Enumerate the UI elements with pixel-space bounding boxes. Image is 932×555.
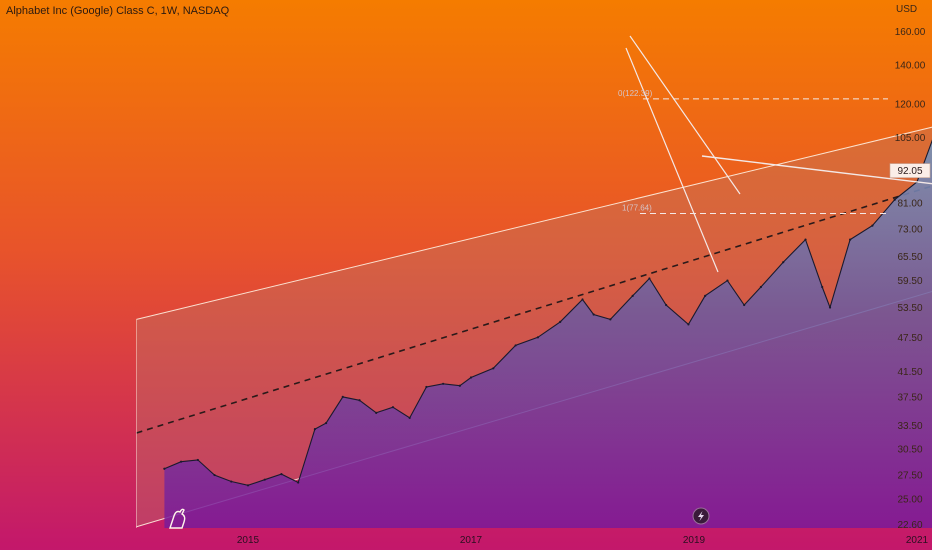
- price-point: [492, 367, 494, 369]
- fib-level-label: 1(77.64): [622, 204, 652, 213]
- time-tick-label: 2021: [906, 535, 929, 546]
- fib-level-label: 0(122.39): [618, 89, 653, 98]
- price-tick-label: 105.00: [895, 133, 926, 144]
- price-point: [314, 428, 316, 430]
- price-point: [515, 344, 517, 346]
- time-tick-label: 2017: [460, 535, 483, 546]
- time-tick-label: 2019: [683, 535, 706, 546]
- price-tick-label: 59.50: [897, 276, 922, 287]
- price-tick-label: 33.50: [897, 421, 922, 432]
- price-point: [213, 474, 215, 476]
- price-point: [559, 321, 561, 323]
- price-tick-label: 140.00: [895, 60, 926, 71]
- price-point: [342, 396, 344, 398]
- price-point: [648, 277, 650, 279]
- price-point: [264, 479, 266, 481]
- symbol-title: Alphabet Inc (Google) Class C, 1W, NASDA…: [6, 5, 229, 17]
- price-tick-label: 47.50: [897, 333, 922, 344]
- price-tick-label: 27.50: [897, 471, 922, 482]
- price-point: [163, 468, 165, 470]
- price-point: [581, 298, 583, 300]
- price-point: [325, 422, 327, 424]
- price-tick-label: 37.50: [897, 392, 922, 403]
- price-point: [760, 286, 762, 288]
- price-point: [459, 385, 461, 387]
- price-tick-label: 53.50: [897, 303, 922, 314]
- price-tick-label: 30.50: [897, 444, 922, 455]
- price-point: [470, 376, 472, 378]
- price-tick-label: 81.00: [897, 198, 922, 209]
- price-point: [687, 323, 689, 325]
- currency-label: USD: [896, 4, 917, 15]
- price-point: [247, 484, 249, 486]
- price-point: [704, 295, 706, 297]
- price-point: [609, 318, 611, 320]
- price-point: [593, 313, 595, 315]
- price-point: [665, 304, 667, 306]
- price-point: [197, 459, 199, 461]
- price-point: [782, 261, 784, 263]
- price-point: [180, 461, 182, 463]
- price-point: [871, 225, 873, 227]
- price-point: [392, 406, 394, 408]
- price-point: [230, 480, 232, 482]
- price-point: [297, 481, 299, 483]
- price-point: [632, 295, 634, 297]
- price-point: [726, 279, 728, 281]
- price-tick-label: 160.00: [895, 27, 926, 38]
- price-point: [743, 304, 745, 306]
- price-point: [894, 199, 896, 201]
- time-axis[interactable]: 201520172019202120232025Mar: [0, 529, 932, 550]
- price-point: [375, 412, 377, 414]
- price-tick-label: 73.00: [897, 225, 922, 236]
- last-price-label: 92.05: [897, 166, 922, 177]
- price-point: [829, 306, 831, 308]
- price-point: [849, 239, 851, 241]
- price-point: [537, 336, 539, 338]
- price-point: [425, 386, 427, 388]
- price-point: [280, 473, 282, 475]
- price-point: [821, 286, 823, 288]
- price-point: [804, 239, 806, 241]
- price-point: [409, 417, 411, 419]
- price-tick-label: 25.00: [897, 495, 922, 506]
- lightning-icon[interactable]: [693, 508, 709, 524]
- price-point: [358, 399, 360, 401]
- price-tick-label: 120.00: [895, 99, 926, 110]
- price-tick-label: 65.50: [897, 252, 922, 263]
- price-tick-label: 41.50: [897, 367, 922, 378]
- price-point: [442, 383, 444, 385]
- time-tick-label: 2015: [237, 535, 260, 546]
